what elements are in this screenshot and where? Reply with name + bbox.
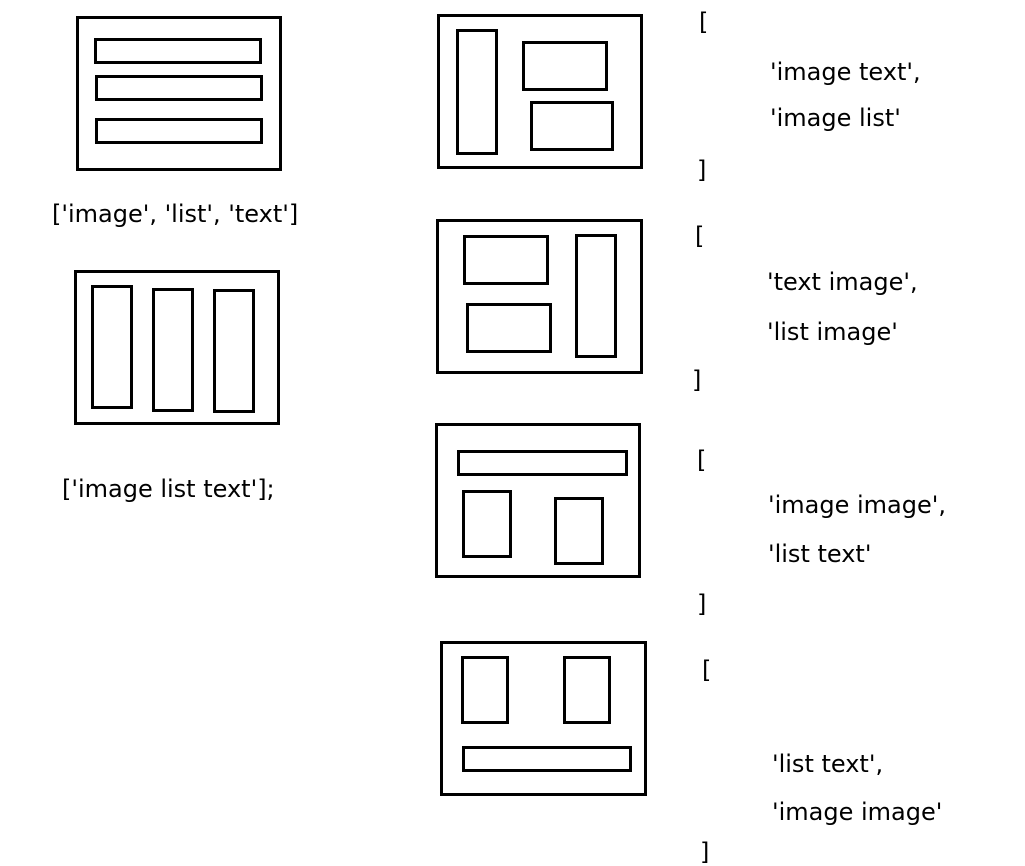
row-area-list (95, 75, 263, 101)
array-2-close-bracket: ] (692, 366, 702, 394)
grid-1-tall-area (456, 29, 498, 155)
caption-rows-layout: ['image', 'list', 'text'] (52, 200, 299, 228)
grid-2-tall-area (575, 234, 617, 358)
layout-columns-frame (74, 270, 280, 425)
layout-grid-4-frame (440, 641, 647, 796)
grid-2-bottom-left-area (466, 303, 552, 353)
grid-4-top-right-area (563, 656, 611, 724)
grid-4-top-left-area (461, 656, 509, 724)
array-4-close-bracket: ] (700, 838, 710, 866)
array-4-open-bracket: [ (702, 656, 712, 684)
array-3-item-2: 'list text' (768, 540, 872, 568)
layout-grid-1-frame (437, 14, 643, 169)
array-1-item-2: 'image list' (770, 104, 901, 132)
grid-4-wide-bottom-area (462, 746, 632, 772)
array-4-item-2: 'image image' (772, 798, 943, 826)
layout-grid-2-frame (436, 219, 643, 374)
grid-3-bottom-right-area (554, 497, 604, 565)
caption-columns-layout: ['image list text']; (62, 475, 275, 503)
array-2-open-bracket: [ (695, 222, 705, 250)
array-4-item-1: 'list text', (772, 750, 884, 778)
array-1-close-bracket: ] (697, 156, 707, 184)
array-1-open-bracket: [ (699, 8, 709, 36)
array-3-item-1: 'image image', (768, 491, 946, 519)
layout-grid-3-frame (435, 423, 641, 578)
row-area-image (94, 38, 262, 64)
grid-3-bottom-left-area (462, 490, 512, 558)
array-2-item-1: 'text image', (767, 268, 918, 296)
array-3-open-bracket: [ (697, 446, 707, 474)
column-area-list (152, 288, 194, 412)
column-area-text (213, 289, 255, 413)
layout-rows-frame (76, 16, 282, 171)
row-area-text (95, 118, 263, 144)
array-1-item-1: 'image text', (770, 58, 921, 86)
grid-1-top-right-area (522, 41, 608, 91)
array-2-item-2: 'list image' (767, 318, 898, 346)
grid-1-bottom-right-area (530, 101, 614, 151)
column-area-image (91, 285, 133, 409)
grid-2-top-left-area (463, 235, 549, 285)
array-3-close-bracket: ] (697, 590, 707, 618)
grid-3-wide-top-area (457, 450, 628, 476)
